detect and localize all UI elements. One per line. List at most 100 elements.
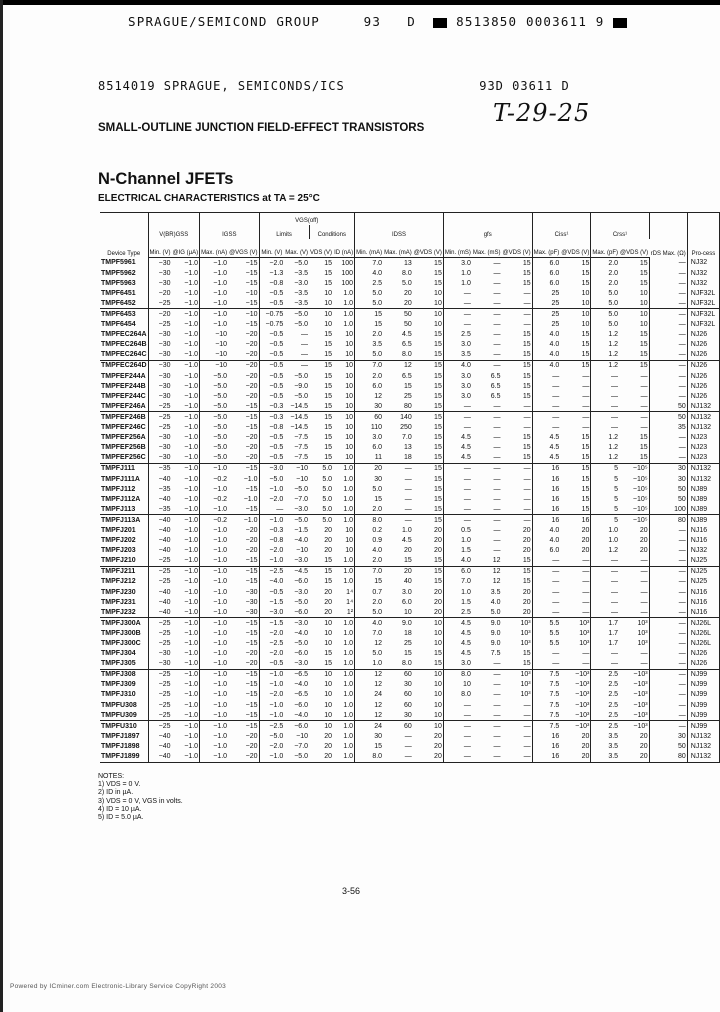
value-cell: — — [590, 422, 620, 433]
value-cell: 15 — [434, 402, 442, 410]
value-cell: — — [523, 475, 531, 483]
value-cell: 15 — [434, 259, 442, 267]
value-cell: — — [640, 608, 648, 616]
value-cell: −1.0 — [199, 319, 229, 330]
value-cell: 10 — [324, 691, 333, 699]
value-cell: −15 — [245, 279, 258, 287]
header-idss: IDSS — [354, 212, 444, 239]
value-cell: −1.0 — [199, 658, 229, 670]
value-cell: −1.0 — [184, 660, 199, 668]
value-cell: 5 — [590, 494, 620, 505]
value-cell: 20 — [324, 732, 333, 740]
value-cell: −0.75 — [258, 319, 285, 330]
value-cell: — — [590, 411, 620, 423]
value-cell: 8.0 — [402, 660, 412, 668]
value-cell: — — [648, 339, 688, 350]
value-cell: −1.0 — [184, 681, 199, 689]
value-cell: 15 — [324, 279, 333, 287]
value-cell: 16 — [531, 484, 561, 495]
value-cell: −25 — [147, 689, 172, 701]
table-row: TMPFEF246C −25 −1.0 −5.0 −15 −0.8 −14.5 15 10 110… — [100, 422, 720, 433]
table-row: TMPFJ1897 −40 −1.0 −1.0 −20 −5.0 −10 20 1.0 30—20… — [100, 731, 720, 742]
value-cell: −15 — [245, 259, 258, 267]
value-cell: — — [523, 732, 531, 740]
table-row: TMPFJ300A −25 −1.0 −1.0 −15 −1.5 −3.0 10 1.0 4.0 9… — [100, 617, 720, 629]
value-cell: −10³ — [575, 681, 590, 689]
value-cell: −40 — [147, 607, 172, 618]
device-type-cell: TMPFJ111A — [100, 473, 149, 485]
value-cell: — — [493, 289, 501, 297]
table-row: TMPFJ113A −40 −1.0 −0.2 −1.0 −1.0 −5.0 5.0 1.0 8.… — [100, 514, 720, 526]
value-cell: 7.0 — [402, 434, 412, 442]
value-cell: −7.5 — [294, 444, 309, 452]
value-cell: 25 — [403, 640, 412, 648]
value-cell: 20 — [324, 526, 333, 534]
value-cell: 10 — [345, 434, 354, 442]
value-cell: 3.5 — [490, 588, 501, 596]
value-cell: 1.0 — [343, 660, 354, 668]
value-cell: — — [648, 535, 688, 546]
value-cell: 3.0 — [442, 658, 472, 670]
value-cell: 15 — [412, 462, 444, 474]
value-cell: 20 — [581, 732, 590, 740]
value-cell: 15 — [324, 660, 333, 668]
value-cell: −6.5 — [294, 691, 309, 699]
value-cell: −1.0 — [184, 701, 199, 709]
value-cell: −10³ — [633, 681, 648, 689]
value-cell: −15 — [245, 402, 258, 410]
value-cell: — — [442, 462, 472, 474]
process-cell: NJ132 — [686, 751, 720, 763]
value-cell: −1.0 — [199, 535, 229, 546]
value-cell: −40 — [147, 494, 172, 505]
value-cell: — — [648, 720, 688, 732]
device-type-cell: TMPFEF244C — [100, 391, 149, 402]
process-cell: NJ16 — [686, 525, 720, 536]
value-cell: 6.0 — [531, 278, 561, 289]
value-cell: 5 — [590, 484, 620, 495]
subheader-col-10: Max. (mA) — [383, 239, 413, 258]
value-cell: 15 — [354, 319, 384, 330]
table-row: TMPFJ304 −30 −1.0 −1.0 −20 −2.0 −6.0 15 1.0 5.0 15… — [100, 648, 720, 659]
value-cell: 20 — [639, 547, 648, 555]
value-cell: −15 — [245, 711, 258, 719]
value-cell: −4.0 — [258, 576, 285, 587]
value-cell: 15 — [324, 578, 333, 586]
process-cell: NJ25 — [686, 576, 720, 587]
value-cell: — — [582, 402, 590, 410]
value-cell: −1.0 — [199, 668, 229, 680]
value-cell: 4.5 — [531, 452, 561, 464]
value-cell: 15 — [639, 269, 648, 277]
value-cell: 15 — [434, 372, 442, 380]
process-cell: NJ26 — [686, 329, 720, 340]
value-cell: 7.0 — [354, 257, 384, 269]
value-cell: 15 — [403, 650, 412, 658]
value-cell: — — [493, 351, 501, 359]
value-cell: — — [471, 308, 502, 320]
value-cell: −10 — [296, 475, 309, 483]
value-cell: 15 — [522, 650, 531, 658]
value-cell: −2.0 — [258, 257, 285, 269]
scan-header-line-1: SPRAGUE/SEMICOND GROUP 93 D 8513850 0003… — [128, 14, 628, 29]
value-cell: 3.5 — [590, 731, 620, 742]
value-cell: 20 — [560, 751, 591, 763]
value-cell: 5.0 — [322, 505, 333, 513]
value-cell: 16 — [531, 494, 561, 505]
table-row: TMPFU308 −25 −1.0 −1.0 −15 −1.0 −6.0 10 1.0 12 60 1… — [100, 700, 720, 711]
code-number: 8513850 0003611 9 — [456, 14, 605, 29]
value-cell: 15 — [639, 351, 648, 359]
value-cell: −1.0 — [199, 628, 229, 639]
value-cell: — — [648, 391, 688, 402]
value-cell: 1.0 — [333, 308, 355, 320]
device-type-cell: TMPFJ231 — [100, 597, 149, 608]
value-cell: — — [442, 319, 472, 330]
device-type-cell: TMPF6453 — [100, 308, 149, 320]
value-cell: — — [648, 371, 688, 382]
value-cell: 15 — [434, 382, 442, 390]
value-cell: 1² — [346, 608, 354, 616]
subheader-col-18: @VDS (V) — [619, 239, 650, 258]
page-title: N-Channel JFETs — [98, 170, 234, 188]
value-cell: −2.0 — [258, 648, 285, 659]
header-device-type: Device Type — [100, 212, 149, 258]
value-cell: 6.5 — [402, 341, 412, 349]
value-cell: — — [301, 341, 309, 349]
